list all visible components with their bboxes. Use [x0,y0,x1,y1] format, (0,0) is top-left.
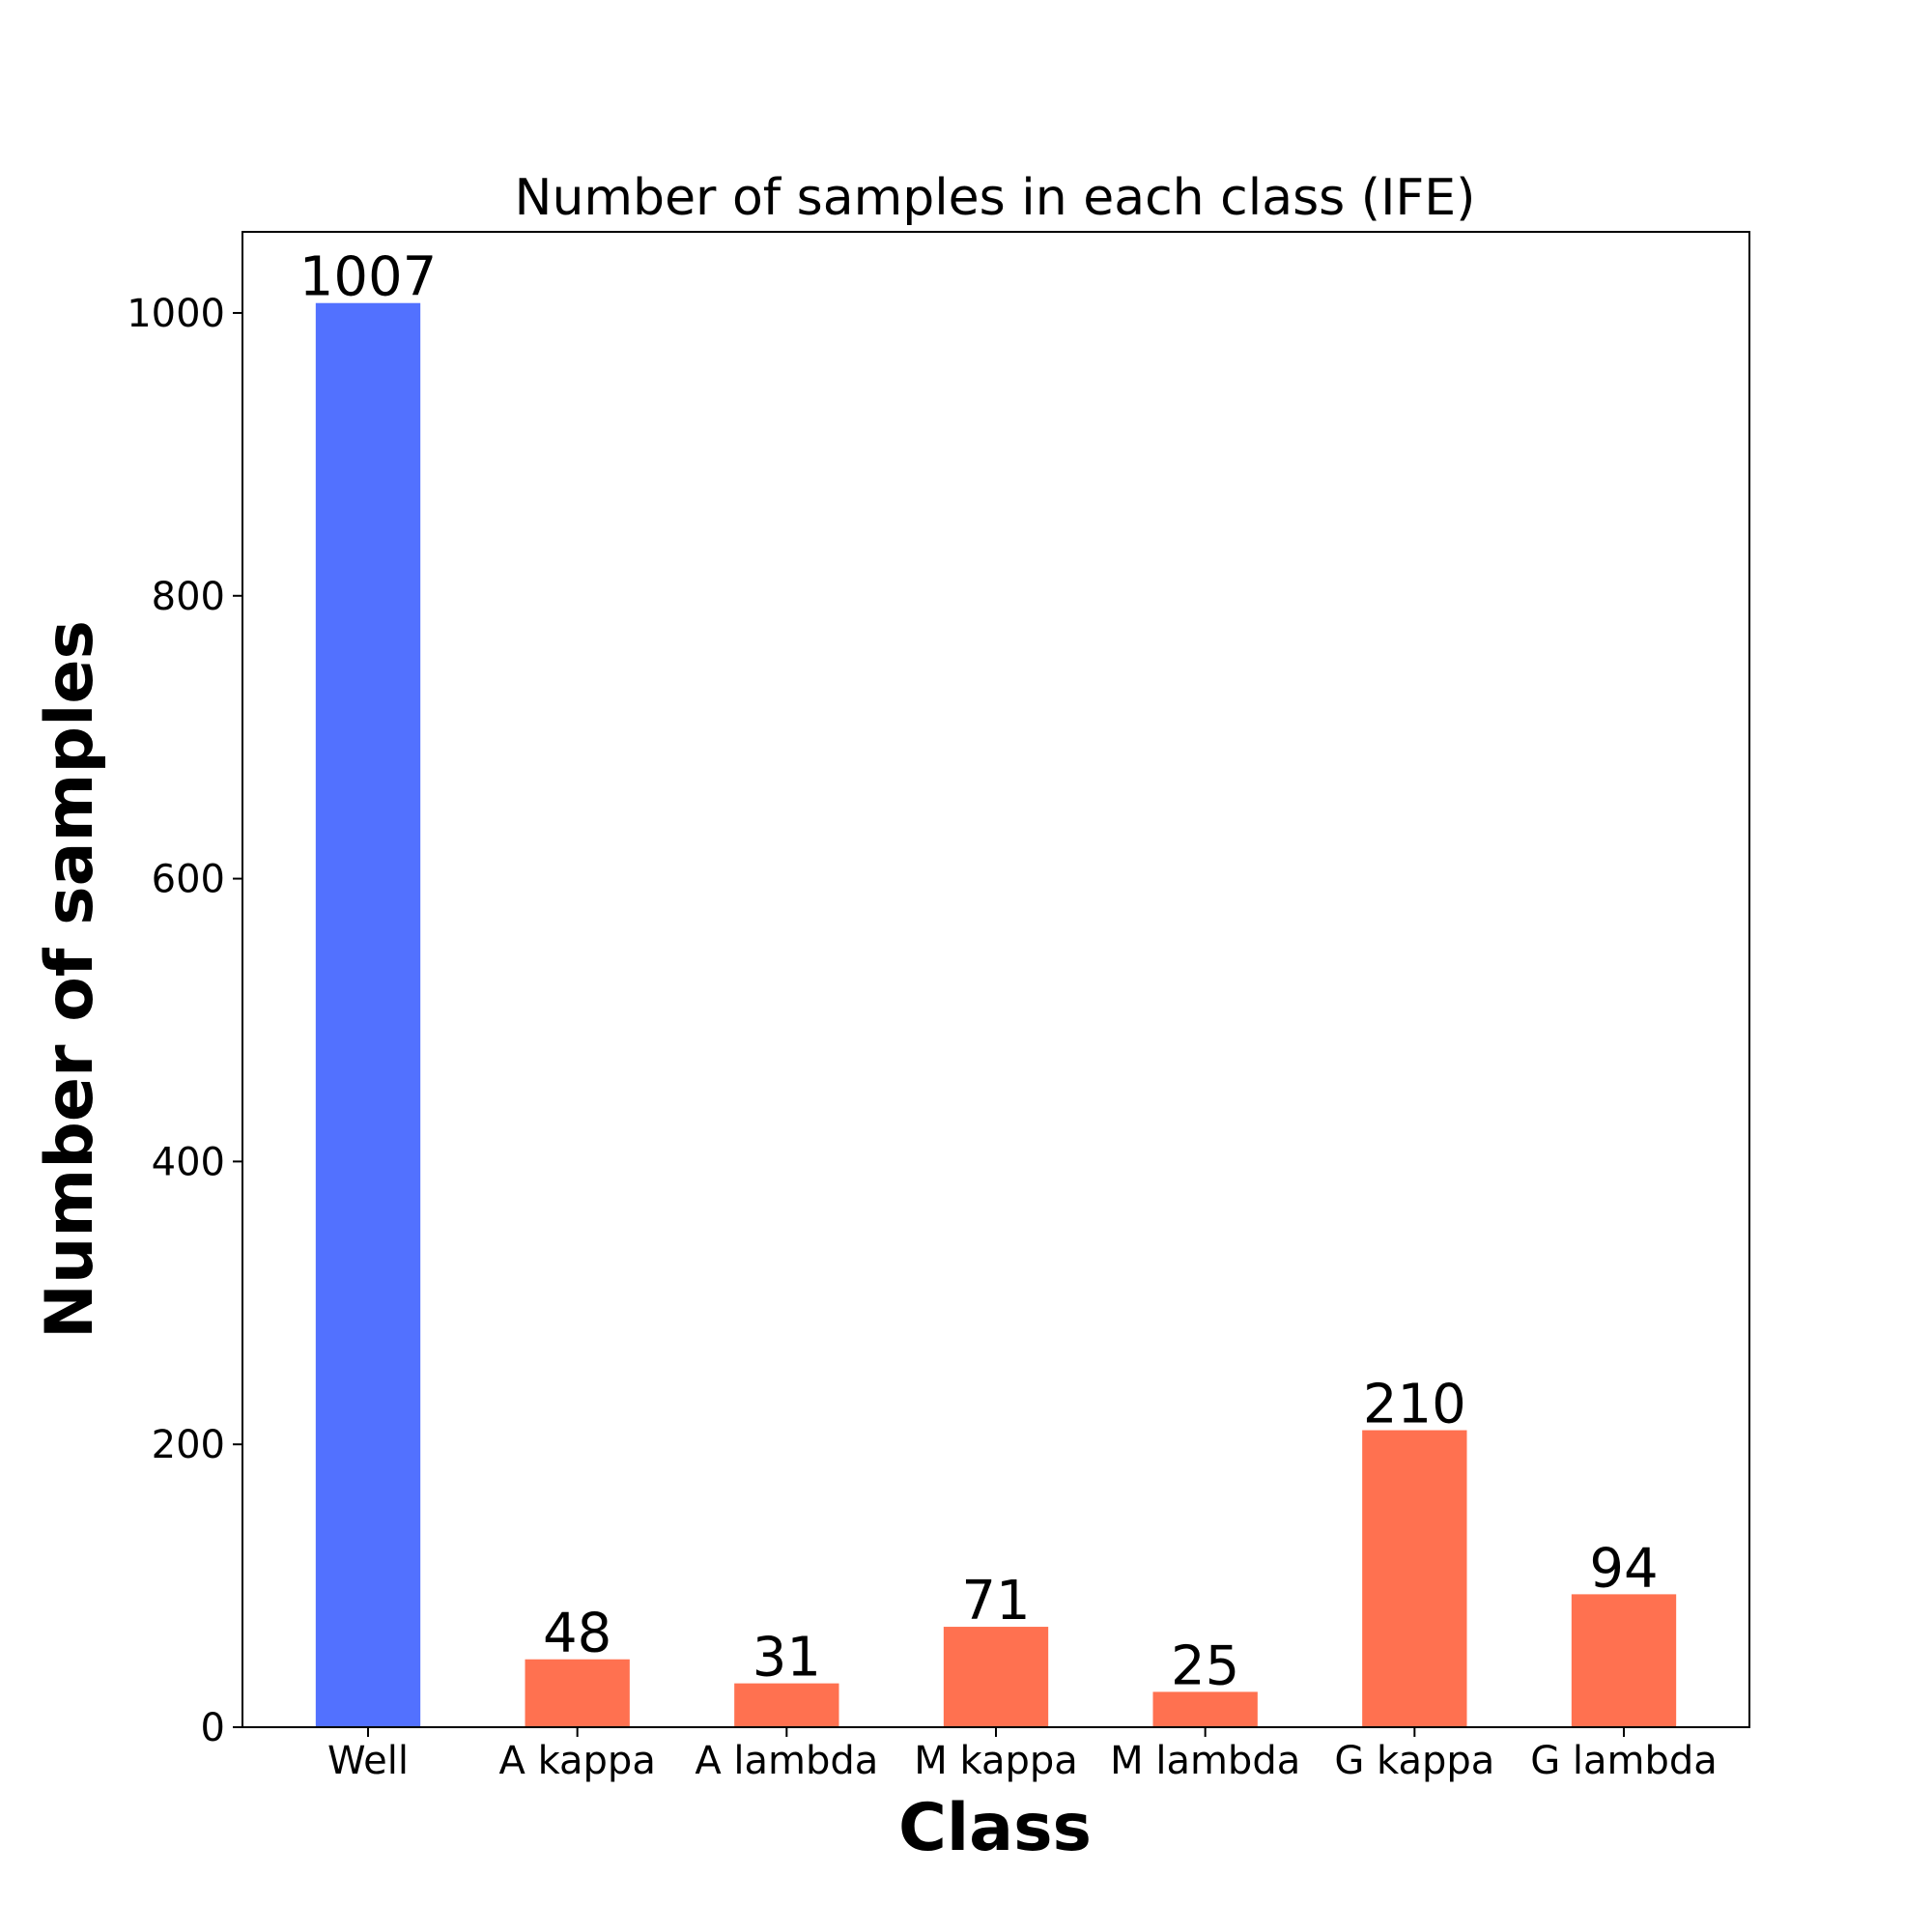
y-tick-label: 1000 [127,292,225,336]
data-label-m-lambda: 25 [1171,1634,1239,1697]
data-labels: 1007 48 31 71 25 210 94 [299,246,1659,1698]
bar-a-lambda [734,1683,839,1727]
bar-g-kappa [1362,1430,1467,1727]
x-tick-label-m-lambda: M lambda [1110,1739,1300,1783]
bar-m-lambda [1152,1691,1258,1727]
y-tick-label: 800 [152,575,225,619]
data-label-g-lambda: 94 [1589,1537,1658,1600]
y-axis-ticks: 0 200 400 600 800 1000 [127,292,242,1750]
plot-frame [242,231,1750,1728]
x-axis-ticks: Well A kappa A lambda M kappa M lambda G kapp… [327,1727,1718,1783]
bar-a-kappa [525,1659,630,1727]
x-tick-label-g-lambda: G lambda [1530,1739,1718,1783]
x-tick-label-a-lambda: A lambda [695,1739,878,1783]
data-label-a-lambda: 31 [753,1627,821,1690]
x-tick-label-well: Well [327,1739,409,1783]
chart-title: Number of samples in each class (IFE) [515,169,1476,227]
y-axis-label: Number of samples [32,620,108,1339]
y-tick-label: 600 [152,858,225,902]
data-label-m-kappa: 71 [961,1570,1030,1633]
x-axis-label: Class [898,1790,1092,1866]
bar-m-kappa [943,1627,1049,1727]
y-tick-label: 200 [152,1423,225,1467]
x-tick-label-g-kappa: G kappa [1334,1739,1494,1783]
data-label-well: 1007 [299,246,438,309]
y-tick-label: 400 [152,1140,225,1184]
bar-g-lambda [1571,1594,1677,1727]
x-tick-label-m-kappa: M kappa [914,1739,1078,1783]
bar-well [315,302,421,1727]
x-tick-label-a-kappa: A kappa [498,1739,655,1783]
data-label-g-kappa: 210 [1363,1374,1466,1436]
data-label-a-kappa: 48 [543,1603,611,1665]
bars-group [315,302,1677,1727]
y-tick-label: 0 [201,1706,225,1750]
